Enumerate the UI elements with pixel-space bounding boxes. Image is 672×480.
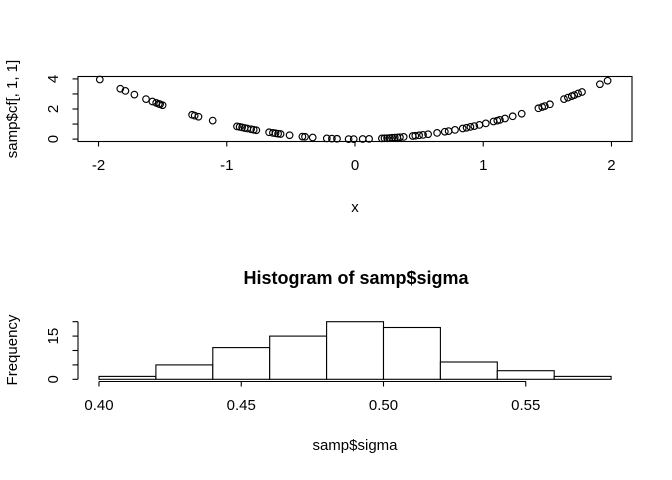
scatter-y-axis: 0 2 4 [45, 75, 78, 143]
scatter-point [501, 114, 509, 123]
scatter-point [121, 87, 130, 95]
y-tick-label: 0 [45, 375, 62, 383]
x-tick-label: 0 [351, 157, 359, 174]
y-tick-label: 0 [45, 135, 62, 143]
scatter-point [285, 131, 294, 140]
histogram-bar [439, 361, 498, 380]
scatter-point [116, 84, 125, 93]
scatter-point [301, 132, 309, 141]
scatter-point [333, 134, 341, 143]
histogram-bar [212, 347, 271, 380]
histogram-y-axis: 0 15 [45, 321, 79, 383]
histogram-bar [155, 364, 214, 380]
scatter-point [415, 131, 423, 140]
scatter-point [271, 129, 280, 138]
scatter-point [419, 131, 427, 139]
scatter-point [546, 100, 554, 109]
histogram-bar [553, 375, 612, 380]
scatter-point [433, 129, 441, 137]
scatter-point [274, 129, 282, 138]
scatter-point [208, 116, 217, 125]
x-tick-label: 2 [607, 157, 615, 174]
scatter-point [142, 95, 150, 103]
histogram-x-axis: 0.40 0.45 0.50 0.55 [84, 380, 540, 414]
scatter-point [365, 135, 373, 143]
histogram-y-axis-title: Frequency [4, 314, 21, 385]
scatter-point [383, 134, 391, 143]
y-tick-label: 15 [45, 328, 62, 345]
scatter-panel: -2 -1 0 1 2 0 2 4 x samp$cf[, 1, 1] [4, 60, 633, 216]
histogram-bar [496, 370, 555, 380]
y-tick-label: 4 [45, 75, 62, 83]
scatter-point [344, 135, 353, 143]
scatter-point [328, 134, 336, 143]
scatter-point [130, 90, 139, 99]
histogram-x-axis-title: samp$sigma [312, 437, 398, 454]
scatter-point [462, 123, 471, 132]
scatter-point [596, 80, 604, 89]
scatter-point [190, 111, 199, 120]
scatter-point [470, 122, 479, 130]
scatter-y-axis-title: samp$cf[, 1, 1] [4, 60, 21, 158]
scatter-point [451, 126, 459, 134]
histogram-bar [98, 375, 157, 380]
scatter-point [440, 127, 449, 136]
histogram-bar [382, 326, 441, 380]
x-tick-label: 0.45 [227, 397, 256, 414]
y-tick-label: 2 [45, 105, 62, 113]
scatter-point [388, 133, 397, 142]
scatter-point [380, 134, 389, 143]
x-tick-label: 0.55 [511, 397, 540, 414]
scatter-point [158, 101, 167, 110]
histogram-bar [269, 335, 328, 380]
scatter-point [308, 133, 317, 142]
scatter-point [564, 93, 572, 102]
scatter-point [349, 135, 358, 143]
scatter-point [390, 133, 399, 142]
scatter-point [298, 132, 307, 141]
scatter-point [399, 133, 408, 141]
scatter-point [540, 102, 549, 110]
scatter-point [148, 97, 157, 106]
histogram-bars [98, 321, 612, 380]
scatter-point [481, 119, 490, 128]
scatter-point [466, 123, 475, 131]
scatter-x-axis-title: x [351, 199, 359, 216]
x-tick-label: 0.40 [84, 397, 113, 414]
scatter-point [458, 124, 467, 133]
scatter-plot-box [77, 75, 633, 143]
scatter-point [560, 95, 568, 103]
scatter-point [378, 134, 386, 143]
scatter-point [194, 112, 203, 121]
scatter-point [603, 76, 612, 85]
scatter-point [570, 91, 579, 99]
histogram-panel: Histogram of samp$sigma 0.40 0.45 0.50 0.55… [4, 268, 612, 454]
scatter-point [574, 89, 582, 98]
scatter-point [396, 133, 404, 142]
histogram-title: Histogram of samp$sigma [243, 268, 469, 288]
scatter-x-axis: -2 -1 0 1 2 [92, 141, 616, 174]
scatter-point [269, 129, 277, 137]
x-tick-label: 0.50 [369, 397, 398, 414]
scatter-point [496, 116, 504, 124]
scatter-point [411, 131, 420, 140]
scatter-point [276, 130, 285, 138]
x-tick-label: -2 [92, 157, 105, 174]
scatter-point [252, 126, 261, 135]
scatter-point [508, 112, 517, 121]
x-tick-label: -1 [220, 157, 233, 174]
histogram-bar [326, 321, 385, 380]
scatter-point [95, 75, 104, 84]
scatter-point [534, 104, 543, 113]
x-tick-label: 1 [479, 157, 487, 174]
scatter-point [424, 130, 432, 139]
scatter-point [322, 134, 331, 143]
scatter-point [517, 109, 526, 118]
scatter-point [578, 88, 586, 96]
scatter-point [385, 134, 394, 142]
scatter-points [95, 75, 612, 143]
